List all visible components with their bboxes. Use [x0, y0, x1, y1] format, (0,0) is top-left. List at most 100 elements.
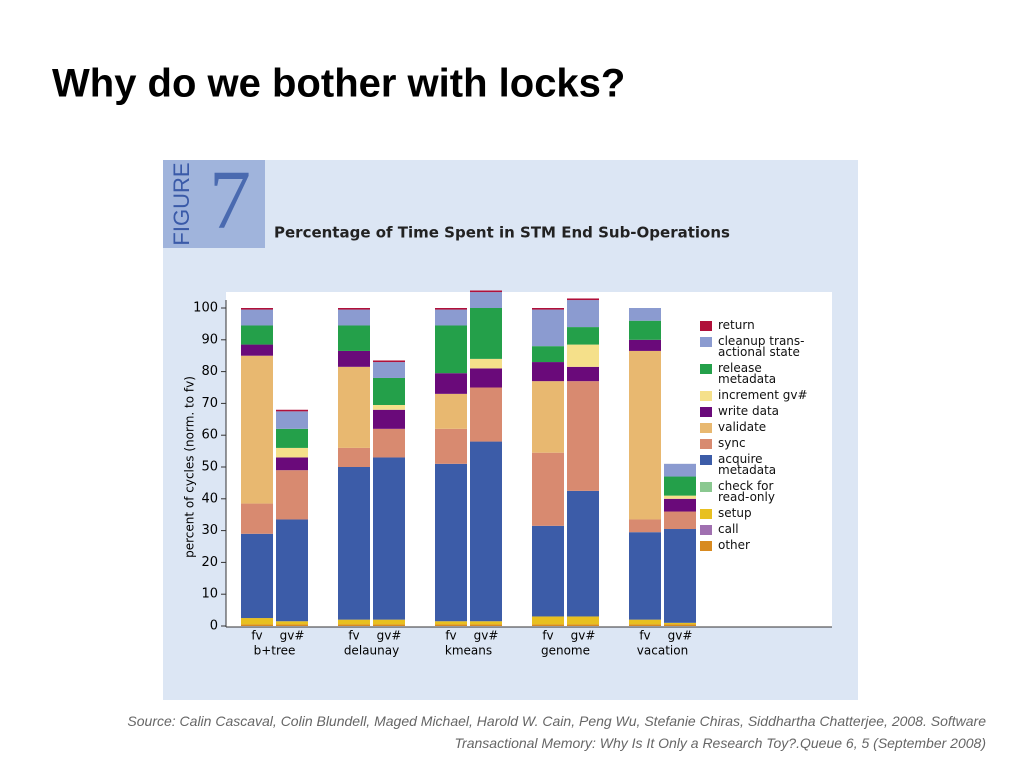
legend-label: setup	[718, 506, 752, 520]
y-tick-label: 70	[201, 396, 218, 411]
bar-segment	[276, 411, 308, 429]
legend-label: increment gv#	[718, 388, 808, 402]
bar-segment	[567, 298, 599, 301]
bar-segment	[532, 308, 564, 310]
legend-swatch	[700, 439, 712, 449]
x-tick-label: fv	[348, 629, 359, 643]
bar-segment	[567, 624, 599, 626]
legend-label: acquire metadata	[718, 452, 777, 477]
bar-segment	[532, 624, 564, 626]
bar-segment	[241, 309, 273, 326]
bar-segment	[338, 619, 370, 625]
bar-segment	[470, 308, 502, 359]
bar-segment	[567, 381, 599, 491]
legend-label: release metadata	[718, 361, 777, 386]
bar-segment	[373, 619, 405, 625]
legend-swatch	[700, 407, 712, 417]
bar-segment	[373, 428, 405, 458]
bar-segment	[664, 463, 696, 477]
plot-area	[226, 292, 832, 627]
y-tick-label: 90	[201, 332, 218, 347]
bar-segment	[470, 358, 502, 369]
group-label: kmeans	[445, 644, 492, 658]
y-tick-label: 50	[201, 460, 218, 475]
bar-segment	[435, 309, 467, 326]
bar-segment	[567, 327, 599, 345]
x-tick-label: fv	[445, 629, 456, 643]
bar-segment	[338, 447, 370, 467]
x-tick-label: fv	[639, 629, 650, 643]
legend-label: return	[718, 318, 755, 332]
bar-segment	[664, 529, 696, 623]
x-tick-label: fv	[542, 629, 553, 643]
bar-segment	[373, 360, 405, 363]
bar-segment	[532, 362, 564, 382]
legend-label: check for read-only	[718, 479, 775, 504]
legend-swatch	[700, 509, 712, 519]
bar-segment	[241, 355, 273, 504]
group-label: vacation	[637, 644, 688, 658]
bar-segment	[629, 519, 661, 533]
bar-segment	[664, 624, 696, 626]
bar-segment	[373, 377, 405, 405]
bar-segment	[532, 309, 564, 347]
y-tick-label: 30	[201, 523, 218, 538]
bar-segment	[276, 470, 308, 520]
legend-swatch	[700, 391, 712, 401]
bar-segment	[567, 490, 599, 617]
bar-segment	[241, 618, 273, 625]
legend-swatch	[700, 337, 712, 347]
bar-segment	[338, 309, 370, 326]
legend-swatch	[700, 455, 712, 465]
bar-segment	[664, 495, 696, 499]
figure-box	[163, 160, 265, 248]
legend-swatch	[700, 482, 712, 492]
bar-segment	[567, 344, 599, 367]
bar-segment	[435, 373, 467, 394]
bar-segment	[435, 428, 467, 464]
bar-segment	[470, 624, 502, 626]
bar-segment	[373, 404, 405, 410]
x-tick-label: gv#	[474, 629, 499, 643]
bar-segment	[629, 339, 661, 351]
figure-number: 7	[209, 153, 251, 246]
bar-segment	[532, 616, 564, 625]
y-tick-label: 40	[201, 491, 218, 506]
bar-segment	[373, 624, 405, 626]
legend-swatch	[700, 364, 712, 374]
bar-segment	[241, 325, 273, 345]
legend-label: write data	[718, 404, 780, 418]
bar-segment	[664, 622, 696, 625]
y-tick-label: 60	[201, 428, 218, 443]
bar-segment	[435, 624, 467, 626]
legend-swatch	[700, 423, 712, 433]
bar-segment	[435, 621, 467, 625]
slide-title: Why do we bother with locks?	[52, 62, 625, 106]
figure-label: FIGURE	[169, 162, 194, 245]
bar-segment	[470, 387, 502, 442]
y-tick-label: 100	[193, 301, 218, 316]
y-tick-label: 10	[201, 587, 218, 602]
bar-segment	[435, 308, 467, 310]
bar-segment	[664, 476, 696, 496]
bar-segment	[629, 619, 661, 625]
bar-segment	[338, 325, 370, 351]
legend-swatch	[700, 541, 712, 551]
bar-segment	[435, 325, 467, 374]
x-tick-label: gv#	[571, 629, 596, 643]
y-tick-label: 20	[201, 555, 218, 570]
legend-label: validate	[718, 420, 767, 434]
legend-swatch	[700, 321, 712, 331]
bar-segment	[276, 457, 308, 471]
bar-segment	[373, 409, 405, 429]
bar-segment	[532, 381, 564, 453]
legend-label: sync	[718, 436, 746, 450]
bar-segment	[664, 511, 696, 530]
legend-label: cleanup trans- actional state	[718, 334, 805, 359]
bar-segment	[435, 463, 467, 622]
bar-segment	[629, 532, 661, 620]
bar-segment	[241, 344, 273, 356]
bar-segment	[276, 519, 308, 622]
